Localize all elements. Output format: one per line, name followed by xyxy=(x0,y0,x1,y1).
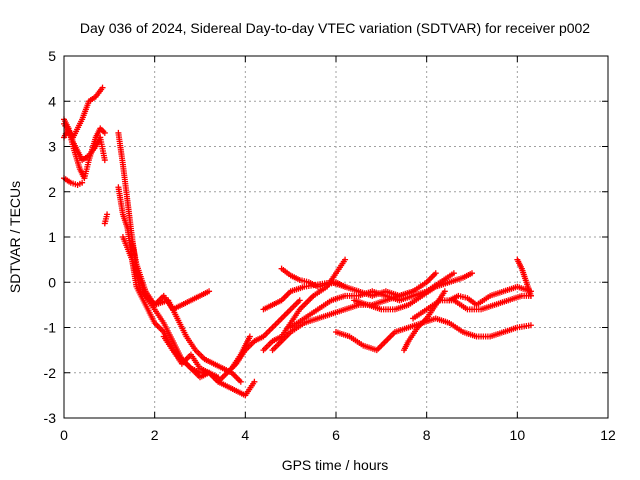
data-marks xyxy=(61,84,534,399)
x-axis-label: GPS time / hours xyxy=(282,457,389,473)
data-point xyxy=(527,322,534,329)
x-tick-label: 10 xyxy=(510,427,526,443)
y-axis-label: SDTVAR / TECUs xyxy=(7,181,23,293)
series-arc-5 xyxy=(101,211,111,227)
y-tick-label: 0 xyxy=(48,274,56,290)
series-arc-9 xyxy=(129,238,244,385)
x-tick-label: 2 xyxy=(151,427,159,443)
data-point xyxy=(101,157,108,164)
plot-frame xyxy=(63,55,609,419)
grid xyxy=(64,56,608,418)
series-arc-12 xyxy=(228,333,253,372)
data-point xyxy=(99,84,106,91)
y-tick-label: -3 xyxy=(44,410,57,426)
data-point xyxy=(527,292,534,299)
series-arc-18 xyxy=(333,315,534,354)
series-arc-10 xyxy=(160,333,258,399)
y-tick-label: 1 xyxy=(48,229,56,245)
y-tick-label: -1 xyxy=(44,320,57,336)
series-arc-23 xyxy=(514,256,534,299)
data-point xyxy=(206,288,213,295)
y-tick-label: 5 xyxy=(48,48,56,64)
series-arc-3 xyxy=(61,116,108,182)
series-arc-21 xyxy=(410,292,534,322)
x-tick-label: 12 xyxy=(600,427,616,443)
x-tick-label: 0 xyxy=(60,427,68,443)
series-arc-16 xyxy=(269,270,439,354)
series-arc-19 xyxy=(351,270,475,313)
data-point xyxy=(104,211,111,218)
y-tick-label: 4 xyxy=(48,93,56,109)
y-tick-label: -2 xyxy=(44,365,57,381)
data-point xyxy=(342,256,349,263)
data-point xyxy=(251,378,258,385)
y-tick-label: 2 xyxy=(48,184,56,200)
data-point xyxy=(441,288,448,295)
data-point xyxy=(101,129,108,136)
data-point xyxy=(432,270,439,277)
x-tick-label: 6 xyxy=(332,427,340,443)
y-tick-label: 3 xyxy=(48,139,56,155)
data-point xyxy=(450,270,457,277)
data-point xyxy=(246,333,253,340)
data-point xyxy=(342,283,349,290)
x-tick-label: 8 xyxy=(423,427,431,443)
data-point xyxy=(79,179,86,186)
data-point xyxy=(296,297,303,304)
data-point xyxy=(237,378,244,385)
chart-title: Day 036 of 2024, Sidereal Day-to-day VTE… xyxy=(80,20,590,36)
data-point xyxy=(469,270,475,277)
x-tick-label: 4 xyxy=(241,427,249,443)
series-arc-4 xyxy=(61,175,86,188)
